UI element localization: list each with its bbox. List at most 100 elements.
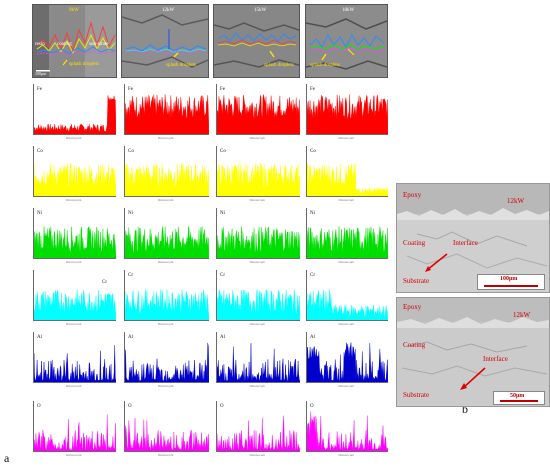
eds-plot-fe-col2: Fe: [124, 84, 209, 135]
eds-signal-area: [34, 95, 116, 134]
scale-bar-line: [500, 400, 538, 402]
eds-signal-trace: [217, 415, 300, 451]
sem-image-texture: [33, 5, 116, 77]
sem-image-9kw: 9kW resin coating sub-strate splash drop…: [32, 4, 117, 78]
eds-signal-trace: [217, 163, 300, 196]
eds-plot-al-col2: Al: [124, 332, 209, 383]
eds-signal-area: [307, 342, 388, 382]
element-label: Al: [310, 335, 315, 340]
label-interface: Interface: [453, 239, 478, 247]
element-label: Ni: [220, 211, 225, 216]
element-label: Fe: [37, 87, 42, 92]
element-label: O: [128, 404, 132, 409]
eds-plot-co-col4: Co: [306, 146, 388, 197]
x-axis-title: Distance/μm: [158, 198, 174, 202]
element-label: Co: [128, 149, 134, 154]
eds-plot-o-col2: O: [124, 401, 209, 452]
x-axis-title: Distance/μm: [158, 136, 174, 140]
eds-signal-trace: [125, 418, 209, 451]
element-label: Co: [310, 149, 316, 154]
element-label: Cr: [220, 273, 225, 278]
x-axis-title: Distance/μm: [66, 198, 82, 202]
eds-signal-trace: [34, 345, 116, 382]
sem-image-texture: [122, 5, 208, 77]
scale-bar-box: 50μm: [493, 391, 545, 405]
eds-plot-o-col1: O: [33, 401, 116, 452]
scale-bar-label: 100μm: [500, 276, 518, 282]
sem-image-texture: [306, 5, 387, 77]
sem-image-texture: [214, 5, 299, 77]
x-axis-title: Distance/μm: [249, 260, 265, 264]
x-axis-title: Distance/μm: [66, 136, 82, 140]
eds-plot-cr-col4: Cr: [306, 270, 388, 321]
element-label: Co: [220, 149, 226, 154]
element-label: Fe: [220, 87, 225, 92]
eds-signal-area: [217, 343, 300, 382]
element-label: Al: [220, 335, 225, 340]
x-axis-title: Distance/μm: [338, 198, 354, 202]
eds-signal-area: [125, 94, 209, 134]
figure-label-b: b: [462, 402, 468, 416]
sem-power-label: 9kW: [69, 8, 79, 13]
x-axis-title: Distance/μm: [338, 136, 354, 140]
label-power: 12kW: [513, 311, 531, 319]
eds-signal-area: [217, 415, 300, 451]
sem-annotation-coating: coating: [57, 42, 72, 47]
eds-plot-al-col1: Al: [33, 332, 116, 383]
element-label: Ni: [128, 211, 133, 216]
eds-plot-fe-col3: Fe: [216, 84, 300, 135]
element-label: Co: [37, 149, 43, 154]
eds-plot-fe-col1: Fe: [33, 84, 116, 135]
eds-signal-area: [125, 342, 209, 382]
eds-plot-ni-col1: Ni: [33, 208, 116, 259]
scale-bar-line: [484, 285, 538, 287]
eds-signal-trace: [34, 414, 116, 451]
x-axis-title: Distance/μm: [338, 453, 354, 457]
sem-annotation-substrate: sub-strate: [89, 42, 109, 47]
eds-signal-trace: [307, 163, 388, 196]
eds-signal-trace: [307, 94, 388, 134]
element-label: Ni: [37, 211, 42, 216]
eds-plot-ni-col4: Ni: [306, 208, 388, 259]
eds-plot-co-col2: Co: [124, 146, 209, 197]
element-label: Al: [128, 335, 133, 340]
sem-image-15kw: 15kW splash droplets: [213, 4, 300, 78]
eds-line-scan-grid: Fe Distance/μm Fe Distance/μm Fe Distance/μm F…: [33, 84, 388, 457]
label-interface: Interface: [483, 355, 508, 363]
x-axis-title: Distance/μm: [338, 260, 354, 264]
x-axis-title: Distance/μm: [158, 322, 174, 326]
cross-section-image-50um: Epoxy 12kW Coating Interface Substrate 5…: [396, 297, 550, 407]
element-label: Cr: [102, 280, 107, 285]
x-axis-title: Distance/μm: [338, 322, 354, 326]
eds-plot-fe-col4: Fe: [306, 84, 388, 135]
eds-signal-area: [125, 418, 209, 451]
x-axis-title: Distance/μm: [158, 453, 174, 457]
x-axis-title: Distance/μm: [249, 198, 265, 202]
eds-signal-area: [125, 289, 209, 320]
eds-signal-trace: [125, 163, 209, 196]
sem-power-label: 18kW: [342, 8, 355, 13]
sem-annotation-splash: splash droplets: [69, 62, 99, 67]
eds-signal-area: [307, 289, 388, 320]
eds-signal-trace: [307, 226, 388, 258]
eds-signal-area: [34, 163, 116, 196]
x-axis-title: Distance/μm: [249, 384, 265, 388]
element-label: Fe: [310, 87, 315, 92]
eds-signal-area: [307, 226, 388, 258]
eds-signal-area: [217, 94, 300, 134]
eds-signal-trace: [217, 94, 300, 134]
element-label: Ni: [310, 211, 315, 216]
label-coating: Coating: [403, 239, 426, 247]
element-label: Cr: [128, 273, 133, 278]
eds-signal-trace: [125, 289, 209, 320]
sem-annotation-splash: splash droplets: [264, 63, 294, 68]
x-axis-title: Distance/μm: [249, 136, 265, 140]
eds-plot-o-col4: O: [306, 401, 388, 452]
eds-plot-cr-col3: Cr: [216, 270, 300, 321]
scale-bar-box: 100μm: [477, 274, 545, 290]
element-label: O: [37, 404, 41, 409]
x-axis-title: Distance/μm: [66, 453, 82, 457]
x-axis-title: Distance/μm: [249, 322, 265, 326]
eds-signal-area: [307, 411, 388, 451]
eds-signal-area: [307, 163, 388, 196]
